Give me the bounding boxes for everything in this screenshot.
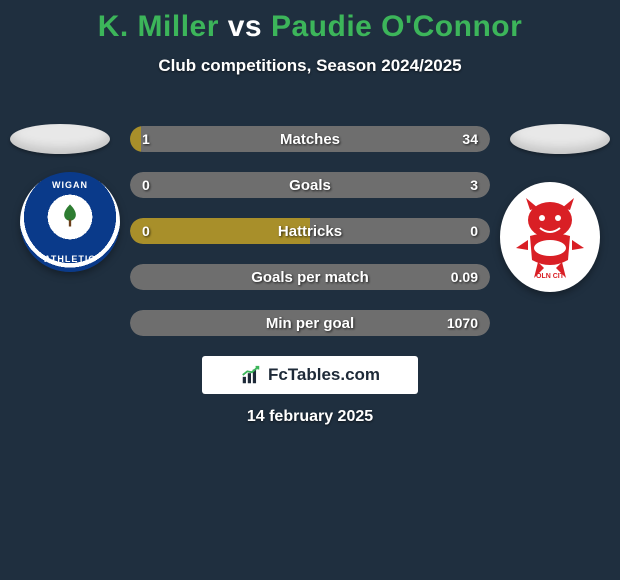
bar-value-right: 1070 <box>447 315 478 331</box>
stat-bar-row: Goals per match0.09 <box>130 264 490 290</box>
bar-chart-icon <box>240 364 262 386</box>
svg-text:OLN CIT: OLN CIT <box>536 273 565 280</box>
imp-mascot-icon: OLN CIT <box>510 192 590 282</box>
title: K. Miller vs Paudie O'Connor <box>0 0 620 44</box>
fctables-logo: FcTables.com <box>202 356 418 394</box>
logo-text: FcTables.com <box>268 365 380 385</box>
stat-bar-row: Min per goal1070 <box>130 310 490 336</box>
stat-bar-row: Hattricks00 <box>130 218 490 244</box>
right-club-crest: OLN CIT <box>500 182 600 292</box>
bar-value-left: 0 <box>142 223 150 239</box>
stat-bars: Matches134Goals03Hattricks00Goals per ma… <box>130 126 490 356</box>
bar-left-fill <box>130 126 141 152</box>
right-flag-oval <box>510 124 610 154</box>
bar-value-left: 0 <box>142 177 150 193</box>
crest-top-text: WIGAN <box>52 180 88 190</box>
bar-value-right: 0.09 <box>451 269 478 285</box>
bar-right-fill <box>130 264 490 290</box>
player2-name: Paudie O'Connor <box>271 10 522 43</box>
subtitle: Club competitions, Season 2024/2025 <box>0 56 620 76</box>
date-text: 14 february 2025 <box>0 408 620 426</box>
bar-right-fill <box>310 218 490 244</box>
stat-bar-row: Matches134 <box>130 126 490 152</box>
left-club-crest: WIGAN ATHLETIC <box>20 172 120 272</box>
player1-name: K. Miller <box>98 10 219 43</box>
bar-right-fill <box>130 172 490 198</box>
bar-left-fill <box>130 218 310 244</box>
stat-bar-row: Goals03 <box>130 172 490 198</box>
comparison-infographic: K. Miller vs Paudie O'Connor Club compet… <box>0 0 620 580</box>
bar-right-fill <box>141 126 490 152</box>
crest-bottom-text: ATHLETIC <box>44 254 96 264</box>
vs-text: vs <box>228 10 262 43</box>
bar-value-right: 3 <box>470 177 478 193</box>
left-flag-oval <box>10 124 110 154</box>
bar-right-fill <box>130 310 490 336</box>
bar-value-left: 1 <box>142 131 150 147</box>
tree-icon <box>56 202 84 230</box>
bar-value-right: 34 <box>462 131 478 147</box>
bar-value-right: 0 <box>470 223 478 239</box>
